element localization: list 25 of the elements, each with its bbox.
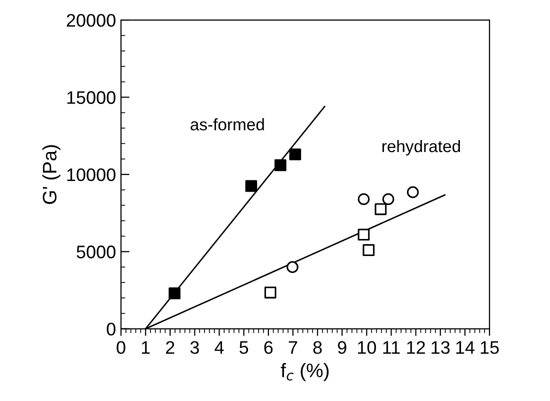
x-tick-label: 4 (214, 341, 224, 354)
x-tick-label: 9 (338, 341, 346, 354)
y-tick-label: 20000 (66, 14, 116, 27)
annotation: rehydrated (382, 140, 460, 156)
x-tick-label: 14 (456, 341, 474, 354)
y-tick-label: 5000 (76, 246, 116, 258)
x-tick-label: 10 (358, 341, 376, 354)
y-axis-title: G' (Pa) (42, 145, 60, 204)
x-tick-label: 1 (142, 341, 150, 354)
x-axis-title: f$_{c}$ (%) (280, 363, 329, 382)
y-tick-label: 10000 (67, 168, 116, 182)
y-tick-label: 0 (106, 322, 116, 336)
x-tick-label: 15 (480, 341, 499, 354)
x-tick-label: 3 (190, 341, 199, 354)
x-tick-label: 13 (432, 341, 450, 354)
x-tick-label: 2 (166, 341, 174, 354)
x-tick-label: 5 (240, 341, 248, 354)
annotation: as-formed (190, 118, 264, 130)
x-tick-label: 8 (313, 341, 322, 354)
x-tick-label: 6 (264, 341, 273, 354)
x-tick-label: 11 (383, 341, 400, 354)
x-tick-label: 12 (407, 341, 425, 354)
x-tick-label: 7 (288, 341, 298, 354)
x-tick-label: 0 (116, 341, 126, 354)
y-tick-label: 15000 (67, 91, 116, 104)
